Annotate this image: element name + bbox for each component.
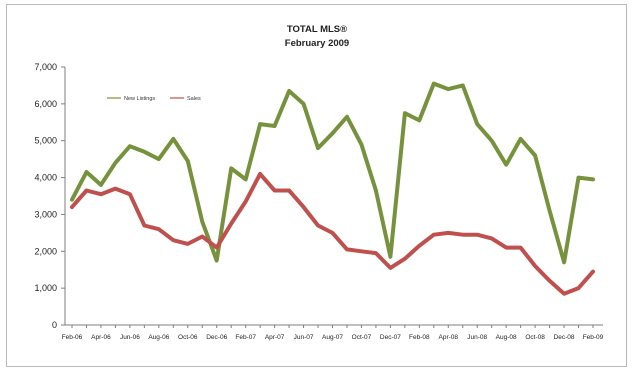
y-tick-label: 3,000: [34, 209, 57, 219]
chart-frame: TOTAL MLS® February 2009 0 1,000 2,000 3,00…: [6, 4, 627, 367]
x-tick-label: Oct-08: [525, 334, 545, 341]
x-ticks: Feb-06 Apr-06 Jun-06 Aug-06 Oct-06 Dec-06 Feb-…: [62, 325, 604, 341]
x-tick-label: Jun-08: [467, 334, 487, 341]
y-tick-label: 7,000: [34, 62, 57, 72]
x-tick-label: Aug-08: [496, 334, 517, 341]
legend-label: New Listings: [124, 96, 155, 102]
x-tick-label: Aug-07: [322, 334, 343, 341]
x-tick-label: Jun-07: [294, 334, 314, 341]
x-tick-label: Feb-07: [235, 334, 256, 341]
x-tick-label: Feb-08: [409, 334, 430, 341]
legend: New Listings Sales: [107, 96, 201, 102]
legend-label: Sales: [187, 96, 201, 102]
x-tick-label: Feb-06: [62, 334, 83, 341]
y-tick-label: 6,000: [34, 99, 57, 109]
x-tick-label: Oct-06: [178, 334, 198, 341]
y-tick-label: 1,000: [34, 283, 57, 293]
x-tick-label: Feb-09: [583, 334, 604, 341]
x-tick-label: Jun-06: [120, 334, 140, 341]
y-tick-label: 5,000: [34, 136, 57, 146]
chart-subtitle: February 2009: [285, 38, 349, 49]
series-line-1: [70, 81, 595, 265]
x-tick-label: Dec-07: [380, 334, 401, 341]
y-tick-label: 2,000: [34, 246, 57, 256]
x-tick-label: Oct-07: [352, 334, 372, 341]
x-tick-label: Dec-08: [554, 334, 575, 341]
chart-title: TOTAL MLS®: [287, 24, 347, 35]
y-tick-label: 0: [52, 320, 57, 330]
chart-svg: TOTAL MLS® February 2009 0 1,000 2,000 3,00…: [34, 24, 604, 341]
y-tick-label: 4,000: [34, 173, 57, 183]
x-tick-label: Apr-07: [265, 334, 285, 341]
x-tick-label: Aug-06: [148, 334, 169, 341]
series-lines: [70, 81, 595, 296]
x-tick-label: Apr-06: [91, 334, 111, 341]
x-tick-label: Apr-08: [439, 334, 459, 341]
series-line-2: [70, 171, 595, 296]
x-tick-label: Dec-06: [206, 334, 227, 341]
y-ticks: 0 1,000 2,000 3,000 4,000 5,000 6,000 7,000: [34, 62, 65, 330]
